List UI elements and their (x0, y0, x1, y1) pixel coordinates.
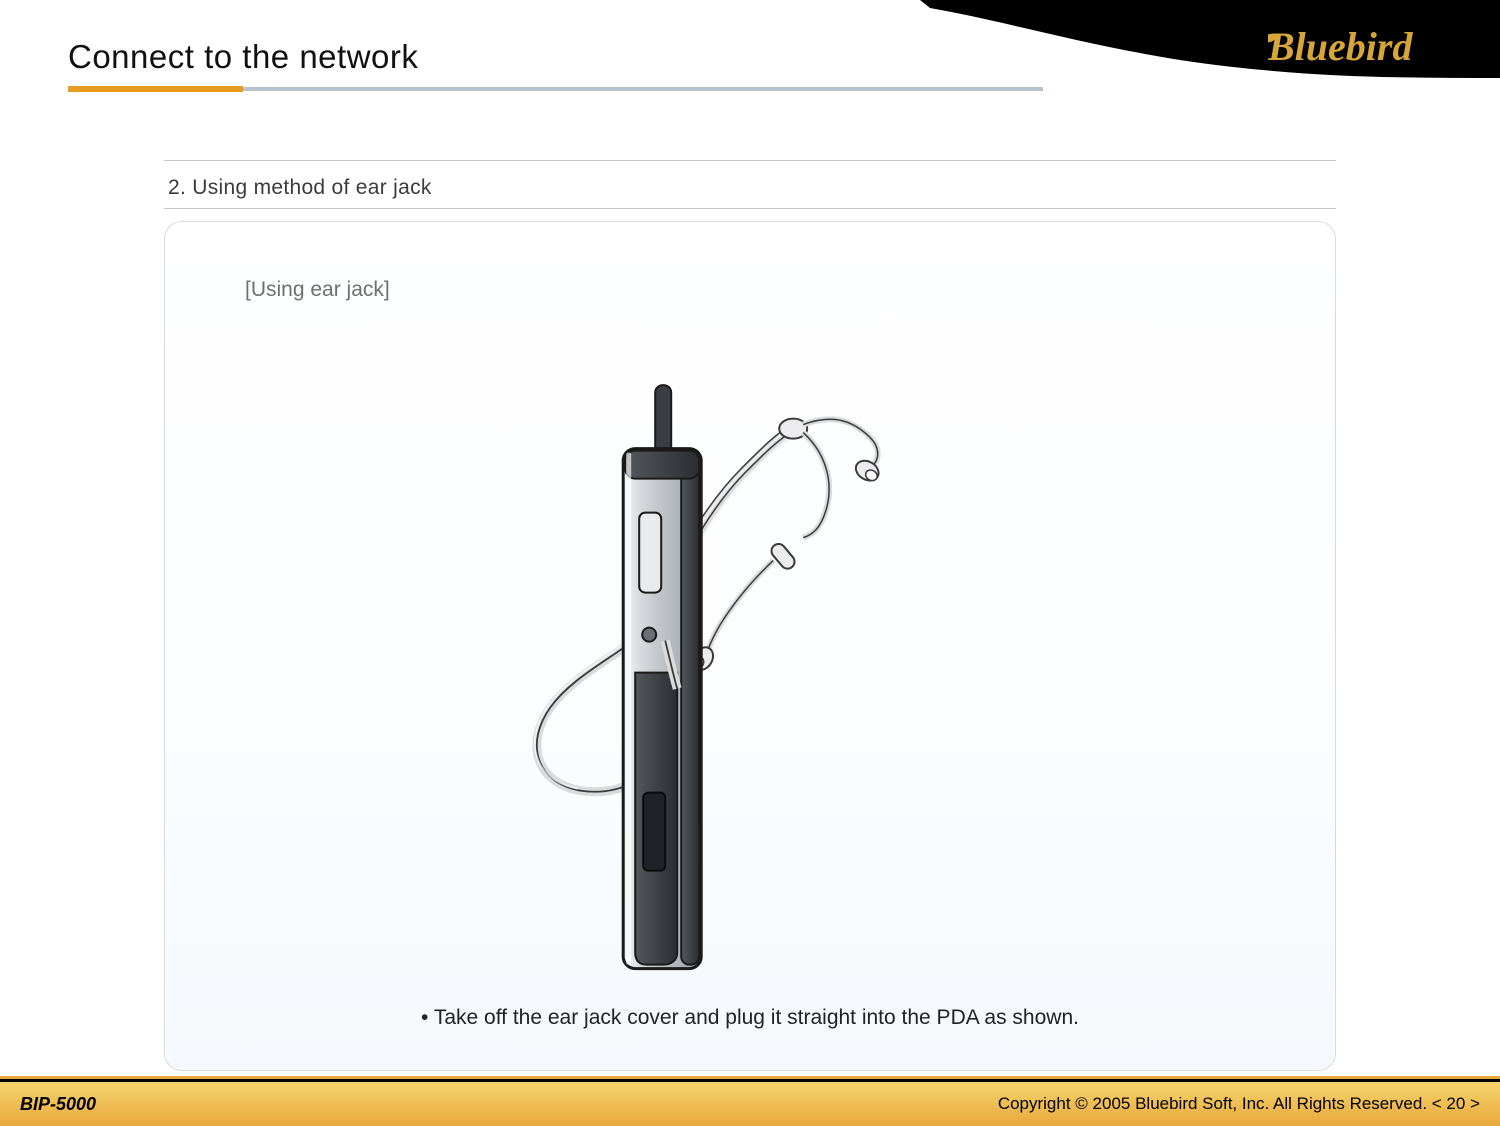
divider (164, 208, 1336, 209)
brand-logo: Bluebird (1268, 22, 1468, 82)
product-label: BIP-5000 (20, 1094, 96, 1115)
card-subtitle: [Using ear jack] (245, 278, 390, 302)
divider (164, 160, 1336, 168)
section-heading-block: 2. Using method of ear jack (0, 160, 1500, 209)
section-heading: 2. Using method of ear jack (164, 168, 1336, 208)
page-header: Connect to the network Bluebird (0, 0, 1500, 100)
illustration-card: [Using ear jack] (164, 221, 1336, 1071)
instruction-text: • Take off the ear jack cover and plug i… (165, 1006, 1335, 1030)
brand-text: Bluebird (1268, 24, 1413, 69)
title-underline (68, 86, 1008, 92)
page-title: Connect to the network (68, 38, 418, 76)
copyright-text: Copyright © 2005 Bluebird Soft, Inc. All… (998, 1094, 1480, 1114)
footer-bar: BIP-5000 Copyright © 2005 Bluebird Soft,… (0, 1082, 1500, 1126)
page-footer: BIP-5000 Copyright © 2005 Bluebird Soft,… (0, 1076, 1500, 1126)
device-illustration (425, 353, 985, 998)
